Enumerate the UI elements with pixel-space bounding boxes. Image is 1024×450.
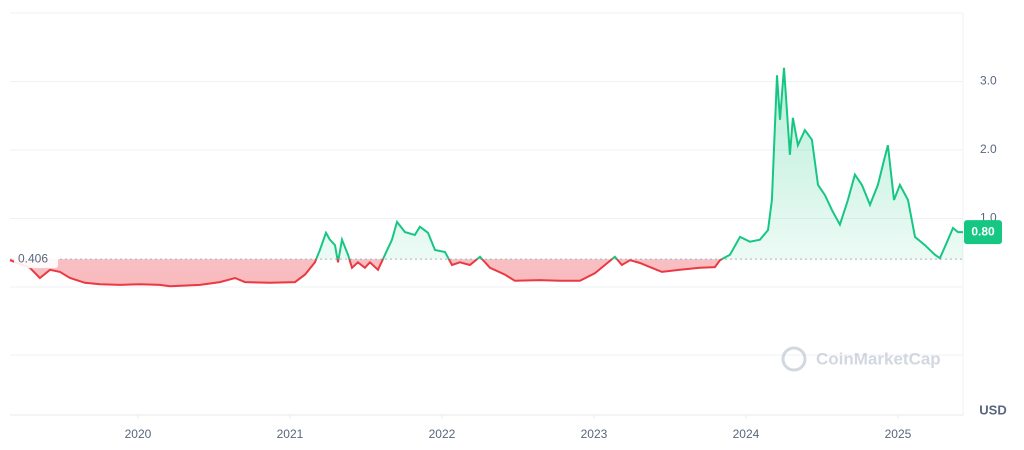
brand: CoinMarketCap	[816, 349, 941, 368]
x-tick-label: 2022	[429, 427, 456, 441]
x-tick-label: 2023	[581, 427, 608, 441]
watermark: CoinMarketCap	[781, 346, 941, 372]
area-up	[316, 67, 963, 260]
y-tick-label: 3.0	[980, 74, 997, 88]
x-tick-label: 2020	[125, 427, 152, 441]
price-badge	[964, 220, 1002, 245]
price-line-up	[315, 67, 963, 260]
current-price: 0.80	[971, 224, 995, 238]
baseline-badge	[14, 250, 58, 269]
x-tick-label: 2024	[733, 427, 760, 441]
x-tick-label: 2025	[885, 427, 912, 441]
baseline-label: 0.406	[18, 251, 48, 265]
x-tick-label: 2021	[277, 427, 304, 441]
currency: USD	[979, 402, 1006, 417]
area-down	[10, 259, 963, 287]
price-line-down	[9, 259, 941, 288]
y-tick-label: 2.0	[980, 142, 997, 156]
